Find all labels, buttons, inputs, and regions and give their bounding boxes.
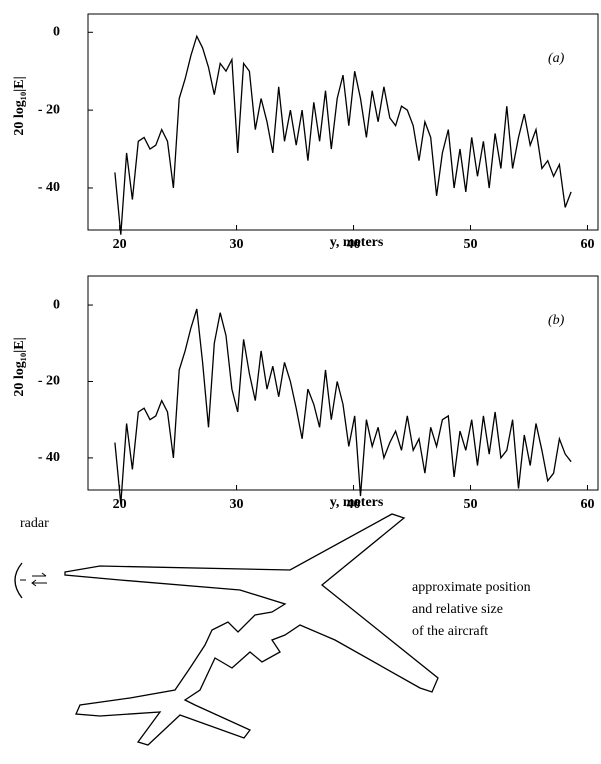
x-tick-label: 30 <box>230 237 244 252</box>
x-tick-label: 60 <box>580 497 594 512</box>
y-tick-label: - 40 <box>38 180 60 195</box>
panel-annotation: (a) <box>548 51 565 66</box>
x-tick-label: 30 <box>230 497 244 512</box>
x-tick-label: 20 <box>113 237 127 252</box>
radar-antenna <box>14 562 23 599</box>
aircraft-note: and relative size <box>412 602 503 617</box>
x-tick-label: 20 <box>113 497 127 512</box>
y-tick-label: - 20 <box>38 102 60 117</box>
x-tick-label: 40 <box>347 237 361 252</box>
chart: 0 - 20 - 40 20 30 40 50 60 y, meters 20 log₁₀|E| (… <box>12 275 599 512</box>
radar-label: radar <box>20 516 49 531</box>
y-tick-label: 0 <box>53 297 60 312</box>
data-line <box>114 308 572 504</box>
x-tick-label: 50 <box>464 237 478 252</box>
y-tick-label: - 20 <box>38 374 60 389</box>
panel-annotation: (b) <box>548 313 565 328</box>
x-tick-label: 60 <box>580 237 594 252</box>
x-axis-label: y, meters <box>330 235 384 250</box>
y-axis-label: 20 log₁₀|E| <box>12 337 27 396</box>
y-axis-label: 20 log₁₀|E| <box>12 76 27 135</box>
y-tick-label: 0 <box>53 25 60 40</box>
plot-frame <box>87 13 599 231</box>
aircraft-note: approximate position <box>412 580 531 595</box>
aircraft-note: of the aircraft <box>412 624 488 639</box>
plot-frame <box>87 275 599 491</box>
y-tick-label: - 40 <box>38 450 60 465</box>
aircraft-diagram: radar approximate position and relative … <box>14 513 531 746</box>
x-tick-label: 50 <box>464 497 478 512</box>
radar-arrows <box>31 572 47 587</box>
chart: 0 - 20 - 40 20 30 40 50 60 y, meters 20 log₁₀|E| (… <box>12 13 599 252</box>
x-tick-label: 40 <box>347 497 361 512</box>
aircraft-outline <box>64 513 439 746</box>
x-axis-label: y, meters <box>330 495 384 510</box>
data-line <box>114 34 572 235</box>
